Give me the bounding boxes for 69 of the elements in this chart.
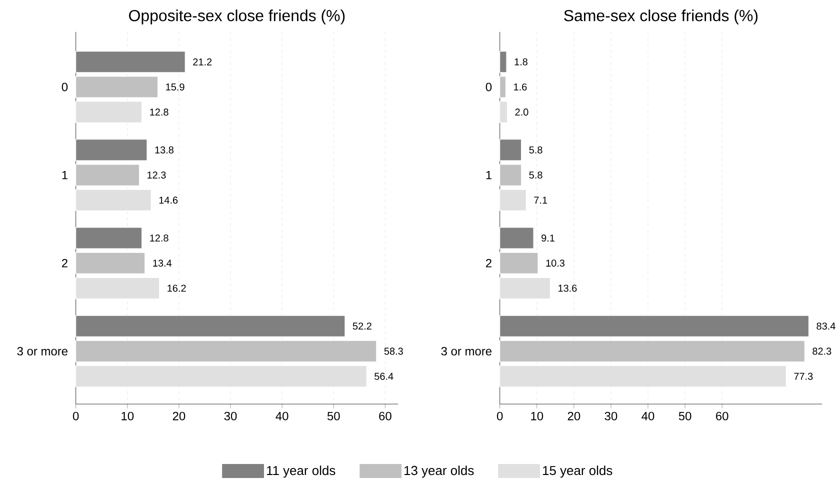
chart-title: Opposite-sex close friends (%) [129,10,345,24]
bar [500,51,507,73]
data-label: 12.3 [148,172,166,179]
data-label: 21.2 [193,58,212,66]
x-tick-label: 60 [379,412,392,420]
data-label: 83.4 [816,322,836,330]
bar [500,76,506,98]
bar [500,139,522,161]
x-tick-label: 30 [224,412,237,420]
bar [500,189,526,212]
data-label: 14.6 [159,196,178,204]
data-label: 12.8 [150,234,168,242]
bar [500,164,522,186]
bar [500,101,508,124]
data-label: 77.3 [794,372,813,380]
x-tick-label: 10 [531,412,544,420]
y-tick-label: 1 [62,171,68,180]
bar [500,340,805,362]
x-tick-label: 0 [72,412,79,420]
bar [76,252,146,274]
x-tick-label: 10 [122,412,134,420]
x-tick-label: 20 [172,412,186,420]
data-label: 56.4 [374,372,394,380]
bar [76,139,148,161]
data-label: 13.6 [558,284,577,292]
bar [76,51,186,73]
y-tick-label: 0 [62,82,68,92]
y-tick-label: 0 [486,82,492,92]
bar [500,227,534,249]
x-tick-label: 50 [327,412,340,420]
data-label: 58.3 [384,348,403,355]
data-label: 12.8 [150,108,168,116]
bar [76,227,142,249]
data-label: 9.1 [542,234,554,242]
data-label: 13.8 [155,146,174,154]
data-label: 5.8 [529,172,542,179]
chart-title: Same-sex close friends (%) [564,10,758,24]
bar [500,252,538,274]
legend-label: 13 year olds [404,466,474,478]
bar [500,315,810,338]
x-tick-label: 50 [678,412,692,420]
bar [76,76,158,98]
data-label: 1.8 [514,58,528,66]
data-label: 7.1 [534,196,548,204]
legend-label: 15 year olds [542,466,612,478]
data-label: 1.6 [514,84,527,91]
x-tick-label: 40 [642,412,654,420]
data-label: 5.8 [529,146,542,154]
data-label: 16.2 [168,284,186,292]
y-tick-label: 1 [486,171,492,180]
data-label: 82.3 [812,348,832,355]
data-label: 2.0 [515,108,528,116]
x-tick-label: 30 [604,412,618,420]
y-tick-label: 2 [486,259,492,268]
data-label: 52.2 [352,322,372,330]
data-label: 15.9 [166,84,184,91]
x-tick-label: 40 [276,412,288,420]
x-tick-label: 0 [496,412,503,420]
bar [76,164,140,186]
y-tick-label: 3 or more [17,347,68,356]
data-label: 13.4 [153,260,172,267]
x-tick-label: 60 [716,412,728,420]
y-tick-label: 2 [62,259,68,268]
bar [76,340,377,362]
x-tick-label: 20 [568,412,580,420]
legend-label: 11 year olds [266,466,336,478]
bar [76,315,346,338]
y-tick-label: 3 or more [441,347,492,356]
data-label: 10.3 [546,260,564,267]
